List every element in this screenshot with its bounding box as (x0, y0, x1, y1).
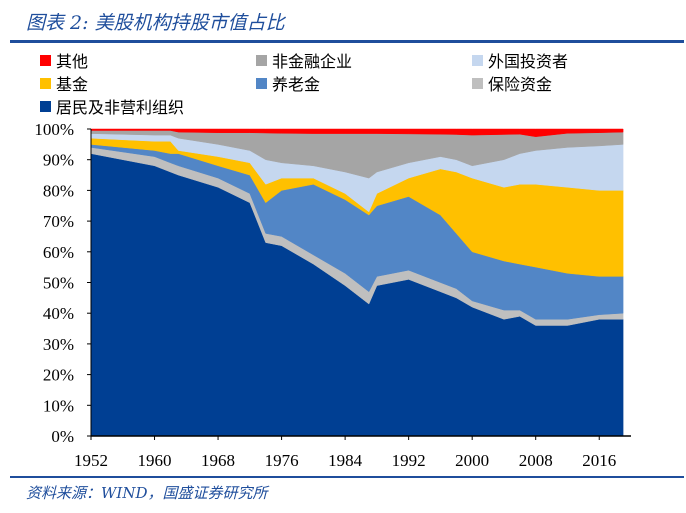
legend-swatch (256, 77, 267, 89)
top-rule (10, 40, 684, 43)
legend-swatch (40, 77, 51, 89)
legend-swatch (472, 77, 483, 89)
legend-item: 非金融企业 (256, 48, 352, 72)
legend-item: 保险资金 (472, 71, 552, 95)
legend-label: 外国投资者 (488, 52, 569, 71)
x-tick-label: 1976 (265, 451, 299, 470)
legend-swatch (40, 100, 51, 112)
x-tick-label: 1992 (392, 451, 426, 470)
legend-label: 养老金 (272, 75, 321, 94)
legend-swatch (40, 54, 51, 66)
legend-label: 保险资金 (488, 75, 553, 94)
y-tick-label: 70% (43, 212, 74, 231)
x-tick-label: 1968 (201, 451, 235, 470)
legend-swatch (472, 54, 483, 66)
legend-item: 养老金 (256, 71, 320, 95)
y-tick-label: 40% (43, 304, 74, 323)
legend-label: 非金融企业 (272, 52, 353, 71)
legend-item: 外国投资者 (472, 48, 568, 72)
legend-label: 居民及非营利组织 (56, 98, 185, 117)
x-tick-label: 1952 (74, 451, 108, 470)
legend-label: 基金 (56, 75, 89, 94)
x-tick-label: 1984 (328, 451, 363, 470)
source-note: 资料来源：WIND，国盛证券研究所 (26, 484, 268, 502)
figure-title: 图表 2: 美股机构持股市值占比 (26, 12, 285, 34)
x-tick-label: 2000 (455, 451, 489, 470)
legend-swatch (256, 54, 267, 66)
y-tick-label: 100% (34, 120, 74, 139)
legend-item: 基金 (40, 71, 88, 95)
area-series-6 (90, 128, 624, 137)
y-tick-label: 30% (43, 335, 74, 354)
x-tick-label: 2016 (582, 451, 616, 470)
y-tick-label: 80% (43, 181, 74, 200)
y-tick-label: 20% (43, 366, 74, 385)
legend-label: 其他 (56, 52, 89, 71)
bottom-rule (10, 476, 684, 478)
legend-item: 居民及非营利组织 (40, 94, 184, 118)
y-tick-label: 0% (51, 427, 74, 446)
y-tick-label: 50% (43, 274, 74, 293)
legend-item: 其他 (40, 48, 88, 72)
y-tick-label: 10% (43, 396, 74, 415)
x-tick-label: 1960 (138, 451, 172, 470)
y-tick-label: 90% (43, 151, 74, 170)
y-tick-label: 60% (43, 243, 74, 262)
x-tick-label: 2008 (519, 451, 553, 470)
